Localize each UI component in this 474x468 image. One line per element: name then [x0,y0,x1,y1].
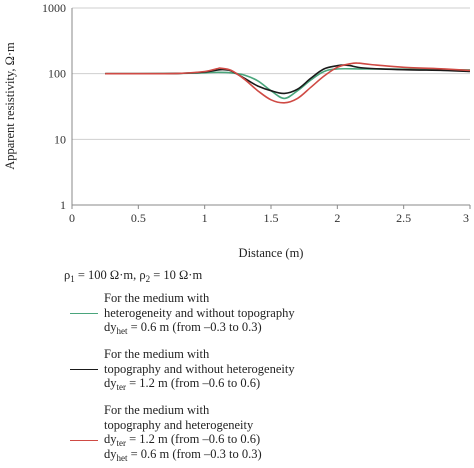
x-tick-label: 2 [334,211,340,225]
y-tick-label: 10 [54,132,66,146]
legend-text-line: For the medium with [104,403,210,417]
legend-item: For the medium with heterogeneity and wit… [70,291,470,351]
x-tick-label: 1.5 [264,211,279,225]
y-tick-label: 1 [60,198,66,212]
legend-text-line: For the medium with [104,347,210,361]
x-tick-label: 2.5 [396,211,411,225]
legend-text-line: dyter = 1.2 m (from –0.6 to 0.6) [104,376,261,392]
legend-text-line: topography and without heterogeneity [104,361,295,376]
legend-text: For the medium with heterogeneity and wit… [104,291,295,336]
black-series-line [105,64,471,95]
legend-text-line: For the medium with [104,291,210,305]
y-tick-labels: 1 10 100 1000 [42,1,66,212]
x-tick-label: 1 [202,211,208,225]
legend-swatch [70,313,98,314]
x-tick-label: 3 [463,211,469,225]
legend-text-line: topography and heterogeneity [104,417,254,432]
legend-text: For the medium with topography and hetero… [104,403,262,463]
legend-item: For the medium with topography and hetero… [70,403,470,463]
x-tick-label: 0.5 [131,211,146,225]
series-lines [105,62,471,104]
x-tick-labels: 0 0.5 1 1.5 2 2.5 3 [69,205,471,225]
legend-text-line: dyhet = 0.6 m (from –0.3 to 0.3) [104,320,262,336]
resistivity-chart: 0 0.5 1 1.5 2 2.5 3 1 10 100 1000 Distance (m) Ap… [3,1,471,260]
legend-text-line: dyhet = 0.6 m (from –0.3 to 0.3) [104,446,262,463]
legend-text: For the medium with topography and withou… [104,347,295,392]
legend-swatch [70,440,98,441]
red-series-line [105,62,471,104]
x-tick-label: 0 [69,211,75,225]
y-axis-title: Apparent resistivity, Ω·m [3,42,17,170]
x-axis-title: Distance (m) [239,246,304,260]
axes [71,8,470,206]
y-tick-label: 1000 [42,1,66,15]
legend-swatch [70,369,98,370]
legend-text-line: heterogeneity and without topography [104,305,295,320]
legend-text-line: dyter = 1.2 m (from –0.6 to 0.6) [104,432,261,448]
legend-parameters: ρ1 = 100 Ω·m, ρ2 = 10 Ω·m [64,268,203,284]
legend: ρ1 = 100 Ω·m, ρ2 = 10 Ω·m For the medium… [0,268,474,468]
y-tick-label: 100 [48,67,66,81]
legend-item: For the medium with topography and withou… [70,347,470,407]
